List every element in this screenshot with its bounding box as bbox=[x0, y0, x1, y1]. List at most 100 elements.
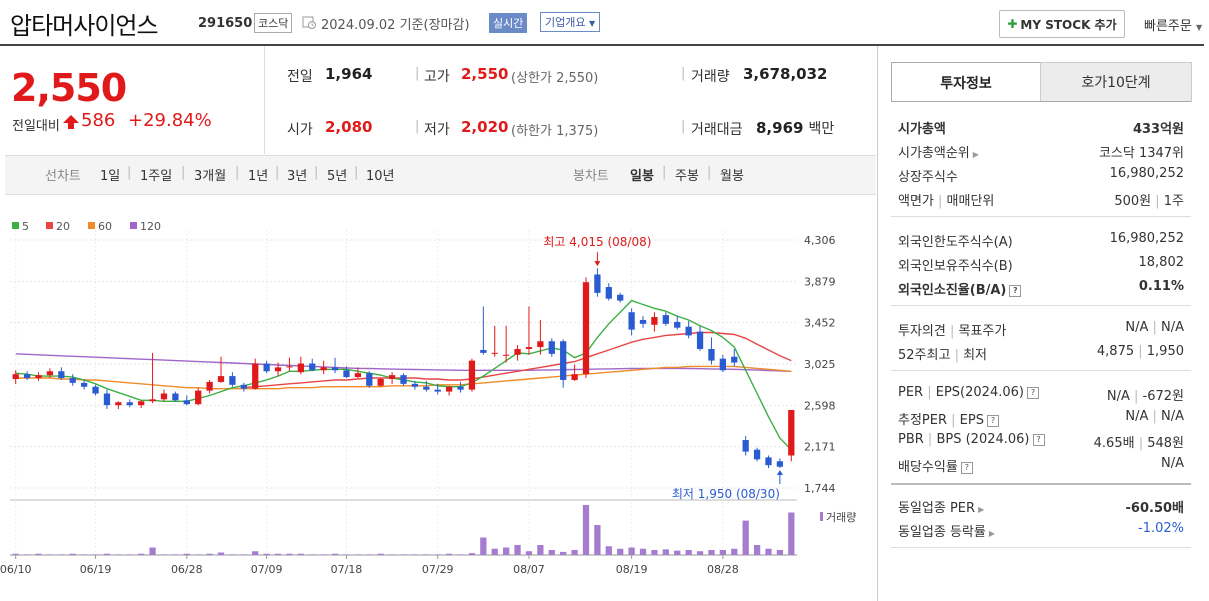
tab-invest-info[interactable]: 투자정보 bbox=[891, 62, 1041, 102]
volume-bar bbox=[81, 554, 88, 555]
separator: | bbox=[275, 165, 280, 180]
pbr-label: PBR bbox=[898, 432, 924, 447]
help-icon[interactable]: ? bbox=[1009, 285, 1022, 297]
help-icon[interactable]: ? bbox=[1032, 434, 1045, 446]
candle-body bbox=[172, 393, 179, 401]
sector-rate-value: -1.02% bbox=[1138, 521, 1184, 536]
volume-bar bbox=[468, 553, 476, 555]
separator: | bbox=[415, 119, 420, 134]
candle-body bbox=[23, 374, 31, 379]
est-per-value: N/A bbox=[1125, 409, 1149, 424]
period-5y[interactable]: 5년 bbox=[327, 169, 348, 184]
realtime-button[interactable]: 실시간 bbox=[489, 13, 528, 33]
est-eps-value: N/A bbox=[1161, 409, 1184, 424]
period-1y[interactable]: 1년 bbox=[248, 169, 269, 184]
volume-bar bbox=[229, 554, 236, 555]
change-percent: +29.84% bbox=[128, 110, 212, 131]
volume-bar bbox=[423, 554, 430, 555]
candle-daily[interactable]: 일봉 bbox=[630, 169, 654, 184]
period-3m[interactable]: 3개월 bbox=[194, 169, 227, 184]
volume-bar bbox=[696, 551, 704, 555]
candle-body bbox=[525, 347, 533, 349]
help-icon[interactable]: ? bbox=[986, 415, 999, 427]
candle-body bbox=[217, 376, 225, 382]
dividend-row: 배당수익률? N/A bbox=[898, 456, 1184, 478]
volume-bar bbox=[149, 547, 156, 555]
volume-bar bbox=[605, 546, 612, 555]
separator: | bbox=[127, 165, 132, 180]
volume-bar bbox=[445, 553, 453, 555]
volume-bar bbox=[377, 553, 384, 555]
change-value: 586 bbox=[81, 110, 116, 131]
candle-body bbox=[366, 373, 373, 386]
ma-line-ma120 bbox=[15, 353, 792, 372]
separator: | bbox=[933, 194, 947, 209]
volume-bar bbox=[788, 512, 795, 555]
chevron-down-icon: ▼ bbox=[1195, 23, 1203, 32]
volume-bar bbox=[115, 554, 122, 555]
candle-body bbox=[662, 315, 669, 324]
help-icon[interactable]: ? bbox=[960, 462, 973, 474]
company-info-label: 기업개요 bbox=[545, 16, 586, 29]
par-value: 500원 bbox=[1114, 194, 1152, 209]
candle-weekly[interactable]: 주봉 bbox=[675, 169, 699, 184]
volume-bar bbox=[400, 554, 407, 555]
volume-bar bbox=[617, 548, 624, 555]
separator: | bbox=[314, 165, 319, 180]
chevron-down-icon: ▼ bbox=[588, 19, 596, 28]
candle-body bbox=[81, 382, 88, 387]
volume-bar bbox=[331, 553, 339, 555]
candle-body bbox=[160, 393, 168, 400]
candle-body bbox=[183, 400, 190, 405]
sector-per-label[interactable]: 동일업종 PER bbox=[898, 501, 976, 516]
volume-bar bbox=[69, 553, 76, 555]
volume-bar bbox=[548, 550, 555, 555]
x-tick-label: 06/19 bbox=[80, 563, 112, 576]
high-value: 2,550 bbox=[461, 65, 509, 83]
low-annotation: 최저 1,950 (08/30) bbox=[672, 487, 780, 501]
company-info-dropdown[interactable]: 기업개요 ▼ bbox=[540, 12, 601, 32]
volume-bar bbox=[286, 553, 293, 555]
candle-monthly[interactable]: 월봉 bbox=[720, 169, 744, 184]
mystock-add-button[interactable]: ✚ MY STOCK 추가 bbox=[999, 10, 1125, 38]
pbr-value: 4.65배 bbox=[1093, 436, 1135, 451]
amount-value: 8,969 bbox=[756, 119, 804, 137]
period-1d[interactable]: 1일 bbox=[100, 169, 121, 184]
unit-value: 1주 bbox=[1163, 194, 1184, 209]
candle-body bbox=[240, 384, 247, 389]
divider bbox=[891, 547, 1191, 548]
volume-bar bbox=[320, 554, 327, 555]
foreign-limit-label: 외국인한도주식수(A) bbox=[898, 235, 1013, 250]
period-1w[interactable]: 1주일 bbox=[140, 169, 173, 184]
shares-label: 상장주식수 bbox=[898, 170, 958, 185]
candle-body bbox=[639, 319, 647, 324]
x-tick-label: 07/29 bbox=[422, 563, 454, 576]
caret-right-icon: ▶ bbox=[978, 505, 985, 514]
amount-label: 거래대금 bbox=[691, 122, 743, 138]
tab-orderbook[interactable]: 호가10단계 bbox=[1040, 62, 1192, 102]
volume-bar bbox=[354, 554, 362, 555]
candle-body bbox=[571, 374, 578, 380]
volume-bar bbox=[343, 554, 350, 555]
eps-label: EPS(2024.06) bbox=[935, 385, 1024, 400]
period-10y[interactable]: 10년 bbox=[366, 169, 395, 184]
candle-body bbox=[69, 378, 76, 383]
market-cap-rank-label[interactable]: 시가총액순위 bbox=[898, 146, 970, 161]
help-icon[interactable]: ? bbox=[1026, 387, 1039, 399]
divider bbox=[891, 370, 1191, 371]
candle-body bbox=[229, 376, 236, 385]
quick-order-dropdown[interactable]: 빠른주문 ▼ bbox=[1144, 15, 1202, 34]
candle-body bbox=[582, 282, 590, 375]
candle-body bbox=[46, 371, 54, 376]
candle-body bbox=[354, 373, 362, 378]
legend-swatch-20 bbox=[46, 222, 53, 229]
volume-bar bbox=[628, 547, 635, 555]
period-3y[interactable]: 3년 bbox=[287, 169, 308, 184]
x-tick-label: 08/07 bbox=[513, 563, 545, 576]
volume-bar bbox=[719, 550, 726, 555]
price-chart[interactable]: 5 20 60 120 4,306 3,879 3,452 3,025 2,598 2,171 1,… bbox=[0, 200, 876, 601]
candle-body bbox=[126, 402, 133, 406]
volume-bar bbox=[503, 547, 510, 555]
separator: | bbox=[1134, 436, 1148, 451]
sector-rate-label[interactable]: 동일업종 등락률 bbox=[898, 525, 986, 540]
